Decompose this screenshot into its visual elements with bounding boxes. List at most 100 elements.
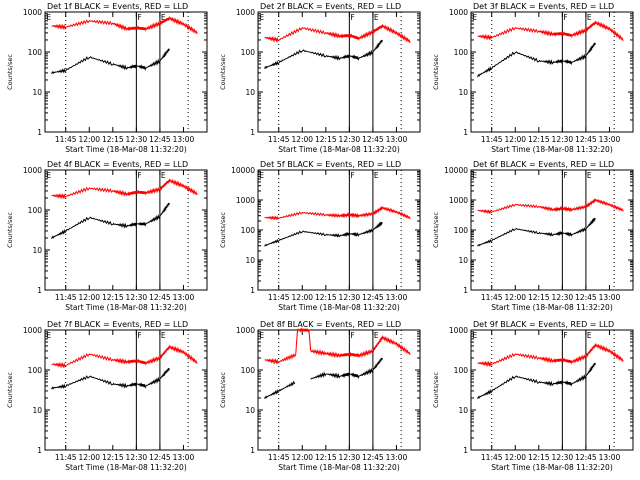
chart-panel: Det 4f BLACK = Events, RED = LLD 1 10 100 10… (6, 160, 208, 312)
plot-frame (257, 169, 421, 291)
x-tick-label: 12:30 (552, 135, 574, 144)
chart-panel: Det 8f BLACK = Events, RED = LLD 1 10 100 10… (219, 320, 421, 472)
y-tick-label: 100 (28, 366, 43, 375)
x-tick-label: 12:00 (504, 453, 526, 462)
x-tick-label: 12:00 (78, 453, 100, 462)
x-axis-label: Start Time (18-Mar-08 11:32:20) (491, 463, 613, 472)
plot-frame (470, 11, 634, 133)
chart-title: Det 9f BLACK = Events, RED = LLD (473, 320, 614, 329)
plot-frame (44, 169, 208, 291)
chart-panel: Det 7f BLACK = Events, RED = LLD 1 10 100 10… (6, 320, 208, 472)
events-series-line (51, 48, 170, 75)
x-tick-label: 12:15 (102, 453, 124, 462)
x-tick-label: 12:15 (528, 453, 550, 462)
flag-label: F (137, 171, 141, 180)
y-tick-label: 10 (458, 256, 468, 265)
lld-series-line (264, 23, 411, 43)
y-tick-label: 10 (245, 256, 255, 265)
events-series-line (477, 362, 596, 399)
x-axis-label: Start Time (18-Mar-08 11:32:20) (491, 145, 613, 154)
x-tick-label: 11:45 (481, 453, 503, 462)
y-tick-label: 100 (454, 366, 469, 375)
x-tick-label: 12:15 (528, 135, 550, 144)
y-tick-label: 10 (458, 406, 468, 415)
x-tick-label: 13:00 (173, 453, 195, 462)
y-tick-label: 1000 (236, 8, 255, 17)
y-tick-label: 100 (241, 226, 256, 235)
x-tick-label: 11:45 (268, 453, 290, 462)
y-tick-label: 10 (245, 88, 255, 97)
chart-title: Det 5f BLACK = Events, RED = LLD (260, 160, 401, 169)
x-tick-label: 11:45 (481, 135, 503, 144)
flag-label: E (161, 13, 166, 22)
y-tick-label: 1 (37, 446, 42, 455)
lld-series-line (51, 344, 198, 369)
x-tick-label: 13:00 (386, 135, 408, 144)
y-tick-label: 100 (28, 206, 43, 215)
x-tick-label: 12:30 (339, 453, 361, 462)
flag-label: E (587, 171, 592, 180)
y-axis-label: Counts/sec (6, 372, 14, 408)
y-tick-label: 1 (37, 128, 42, 137)
x-axis-label: Start Time (18-Mar-08 11:32:20) (278, 303, 400, 312)
x-axis-label: Start Time (18-Mar-08 11:32:20) (278, 463, 400, 472)
x-tick-label: 12:45 (575, 453, 597, 462)
flag-label: F (563, 171, 567, 180)
y-tick-label: 10 (32, 88, 42, 97)
flag-label: E (374, 13, 379, 22)
events-series-line (51, 202, 170, 239)
x-tick-label: 11:45 (55, 453, 77, 462)
chart-title: Det 1f BLACK = Events, RED = LLD (47, 2, 188, 11)
y-tick-label: 1 (250, 128, 255, 137)
x-tick-label: 12:00 (504, 135, 526, 144)
x-tick-label: 12:45 (362, 293, 384, 302)
flag-label: E (46, 13, 51, 22)
x-tick-label: 12:30 (339, 293, 361, 302)
x-tick-label: 13:00 (599, 135, 621, 144)
x-tick-label: 12:30 (339, 135, 361, 144)
chart-panel: Det 2f BLACK = Events, RED = LLD 1 10 100 10… (219, 2, 421, 154)
plot-frame (44, 11, 208, 133)
plot-frame (257, 329, 421, 451)
x-axis-label: Start Time (18-Mar-08 11:32:20) (65, 145, 187, 154)
x-tick-label: 12:45 (362, 453, 384, 462)
y-axis-label: Counts/sec (219, 212, 227, 248)
x-tick-label: 12:45 (149, 293, 171, 302)
flag-label: E (472, 331, 477, 340)
lld-series-line (51, 15, 198, 35)
y-tick-label: 1000 (449, 196, 468, 205)
flag-label: E (374, 171, 379, 180)
y-tick-label: 10 (32, 406, 42, 415)
x-axis-label: Start Time (18-Mar-08 11:32:20) (65, 463, 187, 472)
x-tick-label: 13:00 (599, 293, 621, 302)
x-tick-label: 12:00 (291, 453, 313, 462)
chart-title: Det 2f BLACK = Events, RED = LLD (260, 2, 401, 11)
x-tick-label: 12:15 (102, 135, 124, 144)
y-axis-label: Counts/sec (219, 54, 227, 90)
y-tick-label: 1000 (449, 8, 468, 17)
y-tick-label: 10 (32, 246, 42, 255)
lld-series-line (264, 205, 411, 221)
y-tick-label: 1000 (236, 196, 255, 205)
flag-label: E (259, 331, 264, 340)
flag-label: E (472, 13, 477, 22)
plot-frame (470, 329, 634, 451)
y-tick-label: 1 (463, 446, 468, 455)
y-axis-label: Counts/sec (432, 54, 440, 90)
y-tick-label: 100 (454, 226, 469, 235)
x-tick-label: 12:15 (315, 135, 337, 144)
x-axis-label: Start Time (18-Mar-08 11:32:20) (65, 303, 187, 312)
x-tick-label: 12:00 (78, 293, 100, 302)
y-tick-label: 1 (463, 286, 468, 295)
lld-series-line (264, 327, 411, 365)
events-series-line (477, 217, 596, 247)
x-tick-label: 11:45 (55, 135, 77, 144)
chart-title: Det 7f BLACK = Events, RED = LLD (47, 320, 188, 329)
x-tick-label: 13:00 (173, 293, 195, 302)
x-tick-label: 12:45 (575, 135, 597, 144)
events-series-line (264, 39, 383, 69)
y-tick-label: 100 (241, 48, 256, 57)
lld-series-line (51, 178, 198, 200)
flag-label: F (137, 13, 141, 22)
